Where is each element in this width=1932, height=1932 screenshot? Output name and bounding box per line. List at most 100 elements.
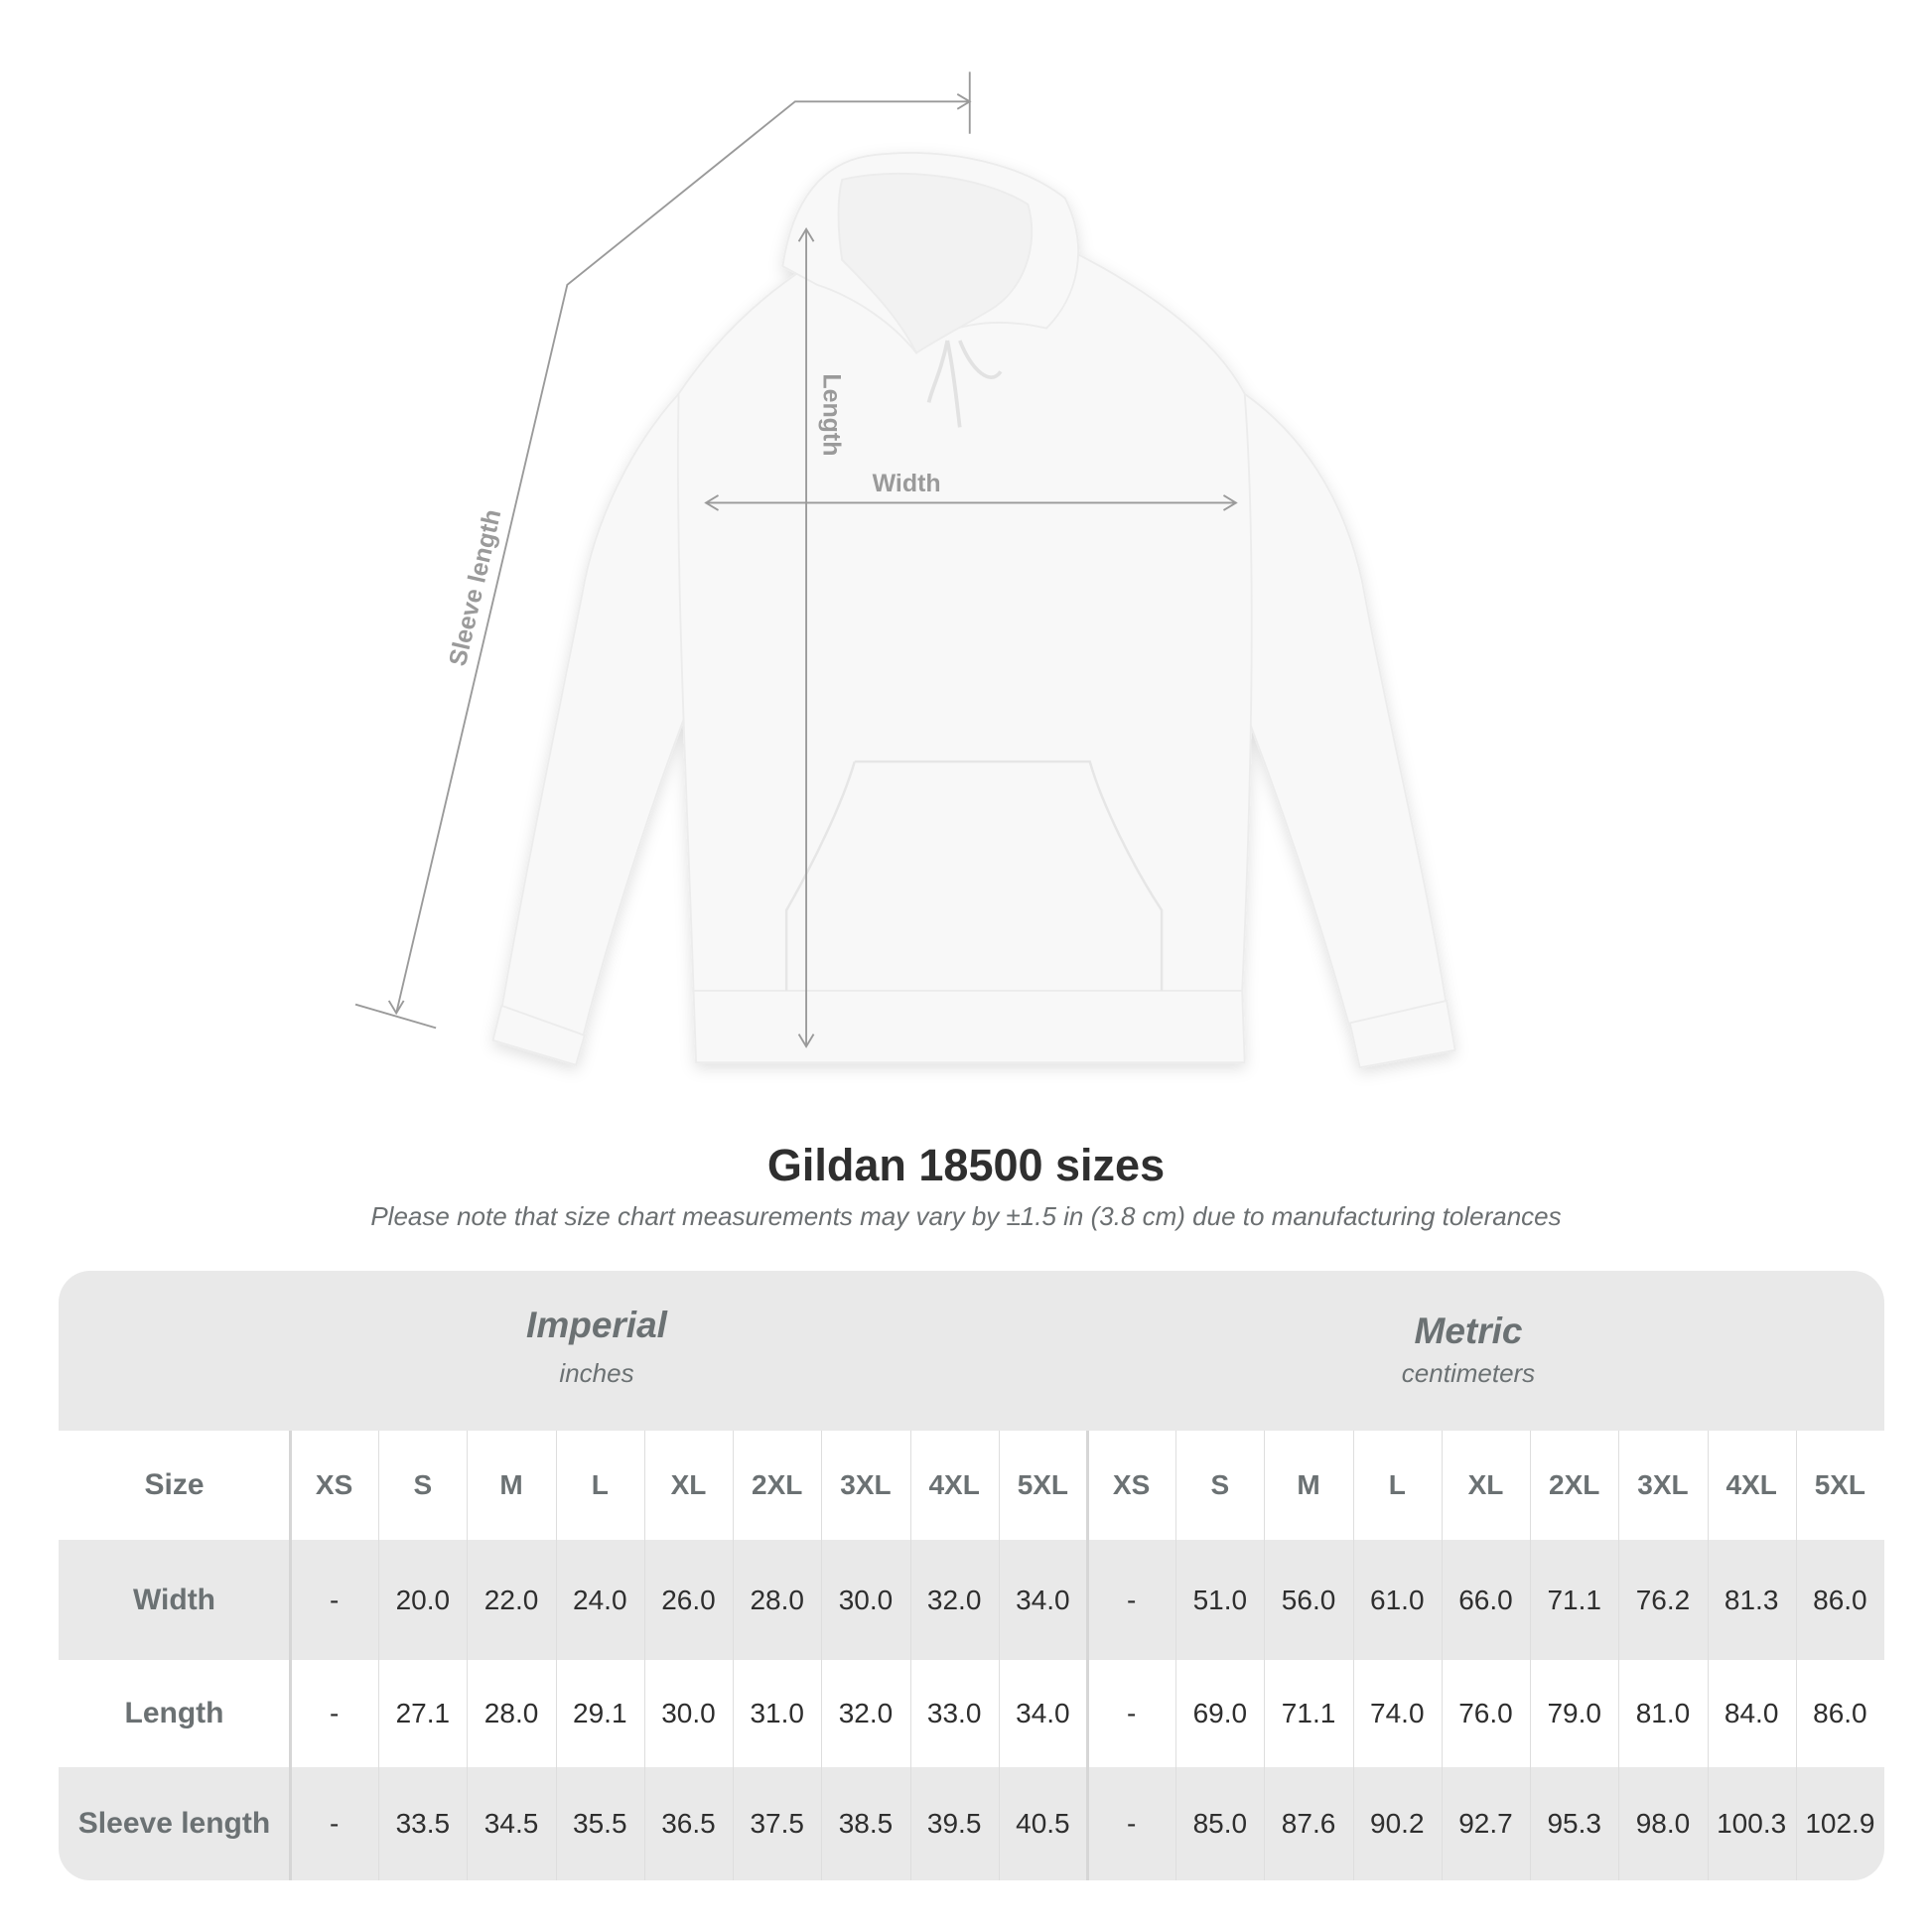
column-divider — [733, 1431, 735, 1880]
sleeve-length-metric-cell: 90.2 — [1370, 1808, 1425, 1839]
sleeve-length-line — [395, 100, 970, 1014]
size-header-metric-l: L — [1388, 1469, 1406, 1500]
column-divider — [1264, 1431, 1266, 1880]
sleeve-length-imperial-cell: 33.5 — [395, 1808, 451, 1839]
width-imperial-cell: 28.0 — [750, 1584, 804, 1615]
width-metric-cell: - — [1126, 1584, 1137, 1615]
table-header-band — [59, 1271, 1884, 1431]
width-imperial-cell: - — [329, 1584, 340, 1615]
size-header-imperial-3xl: 3XL — [840, 1469, 892, 1500]
sleeve-arrow-bottom-icon — [387, 1000, 405, 1016]
imperial-title: Imperial — [526, 1305, 667, 1345]
sleeve-arrow-top-icon — [956, 93, 972, 110]
sleeve-bottom-tick — [354, 1003, 437, 1030]
column-divider — [909, 1431, 911, 1880]
sleeve-length-metric-cell: 100.3 — [1717, 1808, 1787, 1839]
size-table: Imperial inches Metric centimeters Size X… — [59, 1271, 1884, 1880]
hood-opening — [837, 172, 1034, 354]
left-sleeve — [500, 391, 695, 1042]
size-header-imperial-s: S — [413, 1469, 433, 1500]
width-imperial-cell: 26.0 — [661, 1584, 716, 1615]
column-divider — [821, 1431, 823, 1880]
length-imperial-cell: - — [329, 1698, 340, 1728]
right-sleeve — [1237, 391, 1449, 1030]
column-divider — [1175, 1431, 1177, 1880]
width-imperial-cell: 20.0 — [395, 1584, 451, 1615]
width-imperial-cell: 24.0 — [573, 1584, 627, 1615]
width-arrow-left-icon — [704, 494, 719, 511]
length-metric-cell: 84.0 — [1724, 1698, 1779, 1728]
column-divider — [1530, 1431, 1532, 1880]
width-metric-cell: 86.0 — [1813, 1584, 1867, 1615]
drawstring — [926, 340, 1003, 428]
width-metric-cell: 76.2 — [1635, 1584, 1691, 1615]
row-band-sleeve — [59, 1767, 1884, 1880]
hoodie-body — [676, 246, 1253, 992]
width-imperial-cell: 32.0 — [926, 1584, 982, 1615]
sleeve-length-imperial-cell: 38.5 — [838, 1808, 894, 1839]
sleeve-length-metric-cell: 85.0 — [1192, 1808, 1248, 1839]
size-header-metric-4xl: 4XL — [1725, 1469, 1777, 1500]
size-header-imperial-l: L — [591, 1469, 609, 1500]
sleeve-length-imperial-cell: 36.5 — [661, 1808, 716, 1839]
length-imperial-cell: 31.0 — [750, 1698, 804, 1728]
size-header-metric-xl: XL — [1467, 1469, 1504, 1500]
size-header-metric-3xl: 3XL — [1637, 1469, 1689, 1500]
length-metric-cell: 79.0 — [1547, 1698, 1601, 1728]
size-header-imperial-xl: XL — [670, 1469, 707, 1500]
width-imperial-cell: 34.0 — [1016, 1584, 1070, 1615]
column-divider — [998, 1431, 1000, 1880]
metric-title: Metric — [1414, 1311, 1523, 1351]
right-cuff — [1348, 999, 1456, 1069]
column-divider — [1707, 1431, 1709, 1880]
metric-unit: centimeters — [1401, 1358, 1536, 1388]
column-divider — [1086, 1431, 1089, 1880]
length-imperial-cell: 29.1 — [573, 1698, 627, 1728]
column-divider — [289, 1431, 292, 1880]
width-label: Width — [873, 470, 941, 497]
length-arrow-bottom-icon — [797, 1034, 815, 1048]
length-metric-cell: 76.0 — [1458, 1698, 1513, 1728]
size-header-metric-m: M — [1297, 1469, 1320, 1500]
column-divider — [467, 1431, 469, 1880]
length-metric-cell: 69.0 — [1192, 1698, 1248, 1728]
left-cuff — [491, 1004, 586, 1066]
length-metric-cell: 86.0 — [1813, 1698, 1867, 1728]
waistband — [692, 990, 1246, 1064]
length-imperial-cell: 33.0 — [926, 1698, 982, 1728]
width-metric-cell: 61.0 — [1370, 1584, 1425, 1615]
row-label-sleeve-length: Sleeve length — [77, 1807, 271, 1840]
column-divider — [643, 1431, 645, 1880]
width-metric-cell: 66.0 — [1458, 1584, 1513, 1615]
tolerance-note: Please note that size chart measurements… — [370, 1201, 1562, 1231]
sleeve-length-imperial-cell: 37.5 — [750, 1808, 804, 1839]
length-imperial-cell: 28.0 — [483, 1698, 539, 1728]
measurement-lines — [354, 71, 1238, 1048]
size-header-imperial-2xl: 2XL — [752, 1469, 803, 1500]
size-header-metric-5xl: 5XL — [1814, 1469, 1866, 1500]
width-metric-cell: 71.1 — [1547, 1584, 1601, 1615]
sleeve-length-label: Sleeve length — [444, 507, 506, 669]
row-band-width — [59, 1540, 1884, 1660]
column-divider — [555, 1431, 557, 1880]
sleeve-length-metric-cell: 102.9 — [1805, 1808, 1875, 1839]
page-title: Gildan 18500 sizes — [766, 1140, 1166, 1190]
size-header-imperial-5xl: 5XL — [1017, 1469, 1069, 1500]
length-imperial-cell: 34.0 — [1016, 1698, 1070, 1728]
sleeve-length-metric-cell: 87.6 — [1281, 1808, 1336, 1839]
size-header-metric-s: S — [1210, 1469, 1230, 1500]
length-metric-cell: 71.1 — [1281, 1698, 1336, 1728]
column-divider — [1352, 1431, 1354, 1880]
length-metric-cell: - — [1126, 1698, 1137, 1728]
length-imperial-cell: 30.0 — [661, 1698, 716, 1728]
width-metric-cell: 51.0 — [1192, 1584, 1248, 1615]
sleeve-length-imperial-cell: 40.5 — [1016, 1808, 1070, 1839]
sleeve-length-metric-cell: 98.0 — [1635, 1808, 1691, 1839]
sleeve-length-imperial-cell: 39.5 — [926, 1808, 982, 1839]
size-header-imperial-m: M — [499, 1469, 523, 1500]
sleeve-length-metric-cell: 92.7 — [1458, 1808, 1513, 1839]
column-divider — [1618, 1431, 1620, 1880]
row-label-width: Width — [132, 1583, 216, 1616]
length-imperial-cell: 32.0 — [838, 1698, 894, 1728]
